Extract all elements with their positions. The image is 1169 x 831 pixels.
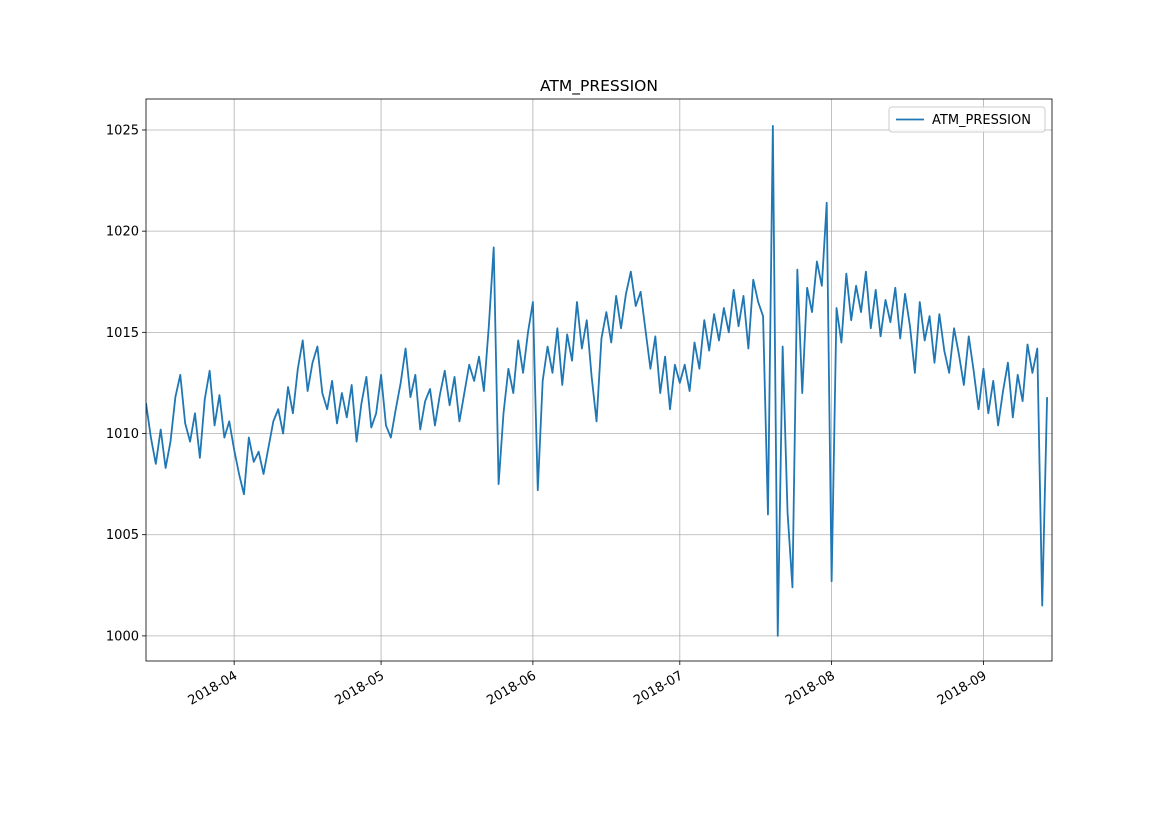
chart-title: ATM_PRESSION xyxy=(540,77,658,96)
y-tick-label: 1005 xyxy=(106,528,139,543)
plot-frame xyxy=(145,98,1053,662)
y-tick-label: 1015 xyxy=(106,326,139,341)
x-tick-label: 2018-04 xyxy=(186,668,241,708)
x-tick-label: 2018-07 xyxy=(631,668,686,708)
y-tick-label: 1010 xyxy=(106,427,139,442)
y-tick-label: 1020 xyxy=(106,225,139,240)
line xyxy=(146,125,1048,637)
y-tick-label: 1000 xyxy=(106,629,139,644)
legend-label: ATM_PRESSION xyxy=(932,113,1031,128)
x-tick-label: 2018-08 xyxy=(783,668,838,708)
x-tick-label: 2018-09 xyxy=(935,668,990,708)
x-tick-label: 2018-05 xyxy=(333,668,388,708)
legend-box xyxy=(888,106,1046,133)
y-tick-label: 1025 xyxy=(106,123,139,138)
x-tick-label: 2018-06 xyxy=(484,668,539,708)
